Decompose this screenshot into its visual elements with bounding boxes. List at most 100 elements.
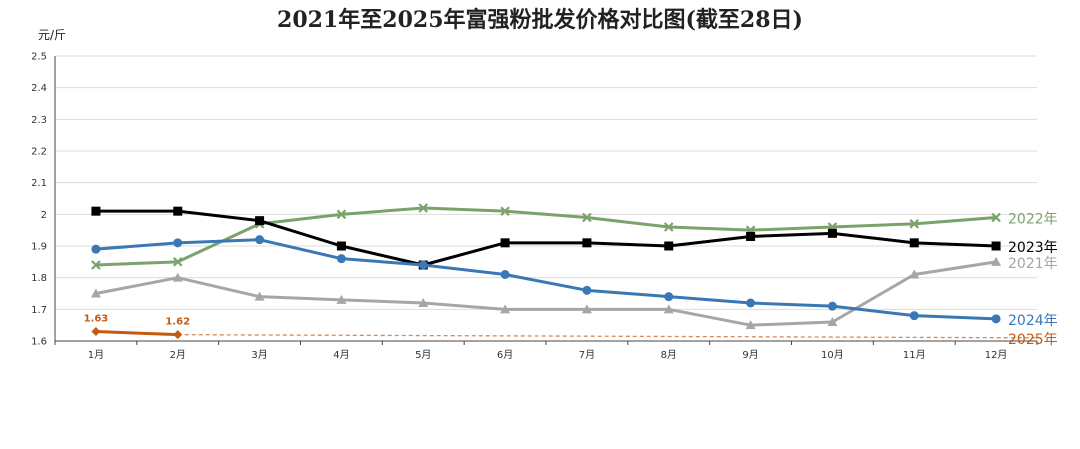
data-point	[500, 206, 510, 216]
data-point-stroke	[500, 206, 510, 216]
data-label: 1.63	[84, 314, 109, 325]
data-point	[991, 241, 1001, 251]
data-point	[336, 241, 346, 251]
x-tick-label: 1月	[88, 349, 104, 361]
series-line	[95, 209, 997, 267]
chart-title: 2021年至2025年富强粉批发价格对比图(截至28日)	[277, 7, 803, 33]
series-label: 2023年	[1008, 240, 1058, 256]
series-2021年	[90, 256, 1002, 330]
data-point	[581, 304, 592, 314]
series-line	[95, 206, 997, 267]
data-point	[582, 238, 592, 248]
data-point	[827, 317, 838, 326]
data-point	[664, 292, 674, 302]
series-label: 2025年	[1008, 332, 1058, 348]
data-point	[991, 314, 1001, 324]
data-point	[500, 238, 510, 248]
data-point	[909, 238, 919, 248]
data-point	[745, 320, 756, 330]
x-tick-label: 4月	[333, 349, 349, 361]
x-tick-label: 7月	[579, 349, 595, 361]
y-tick-label: 1.9	[31, 242, 47, 253]
data-point	[336, 254, 346, 264]
x-tick-label: 11月	[903, 349, 926, 361]
data-point	[663, 304, 674, 314]
x-tick-label: 12月	[985, 349, 1008, 361]
data-point	[418, 298, 429, 307]
y-tick-label: 2.1	[31, 178, 47, 189]
data-point	[418, 203, 429, 213]
data-point	[582, 212, 592, 223]
gridlines	[55, 55, 1037, 310]
data-point-stroke	[663, 222, 674, 232]
data-point	[746, 298, 756, 308]
data-point	[172, 257, 183, 267]
data-point	[90, 288, 101, 298]
data-point-stroke	[336, 209, 347, 220]
data-point	[255, 216, 265, 226]
data-point	[172, 272, 183, 282]
x-tick-label: 6月	[497, 349, 513, 361]
series-2025年	[91, 327, 1038, 340]
series-label: 2024年	[1008, 313, 1058, 329]
data-point	[173, 238, 183, 248]
data-point	[336, 209, 347, 220]
data-point	[500, 270, 510, 279]
data-point	[991, 256, 1002, 266]
data-point	[582, 285, 592, 295]
data-point-stroke	[172, 257, 183, 267]
data-point-stroke	[418, 203, 429, 213]
series-label: 2021年	[1008, 256, 1058, 272]
x-tick-label: 8月	[661, 349, 677, 361]
y-tick-label: 1.6	[31, 337, 47, 348]
data-point	[500, 304, 511, 314]
data-point-stroke	[91, 260, 101, 270]
y-tick-label: 1.7	[31, 305, 47, 316]
y-tick-label: 2.3	[31, 115, 47, 126]
data-point	[746, 232, 756, 241]
data-point-stroke	[909, 219, 920, 229]
data-point	[663, 222, 674, 232]
data-point	[255, 235, 265, 245]
data-point	[91, 244, 101, 254]
y-tick-label: 2	[41, 210, 47, 221]
data-point	[664, 241, 674, 251]
data-label: 1.62	[165, 317, 190, 328]
data-point	[91, 206, 101, 216]
data-point	[254, 291, 265, 301]
x-tick-label: 9月	[742, 349, 758, 361]
data-point	[336, 294, 347, 304]
series-2024年	[91, 235, 1001, 324]
axes: 1.6 1.7 1.8 1.9 2 2.1 2.2 2.3 2.4 2.5 元/斤 1月 2月 3月 4月 5…	[31, 28, 1038, 361]
labels-layer: 2021年 2022年 2023年 2024年 1.63 1.62 2025年	[84, 212, 1058, 348]
series-line	[95, 238, 997, 321]
data-point	[909, 269, 920, 279]
data-point-stroke	[582, 212, 592, 223]
y-tick-label: 2.5	[31, 52, 47, 63]
data-point	[91, 260, 101, 270]
data-point-stroke	[991, 212, 1001, 223]
data-point	[909, 219, 920, 229]
y-tick-label: 1.8	[31, 273, 47, 284]
series-2023年	[91, 206, 1001, 270]
x-tick-label: 10月	[821, 349, 844, 361]
x-tick-label: 5月	[415, 349, 431, 361]
y-tick-label: 2.4	[31, 83, 47, 94]
data-point	[173, 206, 183, 216]
x-tick-label: 3月	[251, 349, 267, 361]
series-label: 2022年	[1008, 212, 1058, 228]
data-point	[991, 212, 1001, 223]
series-line	[95, 260, 997, 327]
data-point	[827, 301, 837, 311]
y-tick-label: 2.2	[31, 147, 47, 158]
trend-line	[177, 334, 1038, 339]
data-point	[827, 228, 837, 238]
series-line	[95, 330, 178, 337]
series-layer	[90, 203, 1038, 340]
y-axis-unit: 元/斤	[38, 28, 66, 42]
data-point	[909, 311, 919, 321]
x-tick-label: 2月	[170, 349, 186, 361]
data-point	[91, 327, 101, 336]
data-point	[418, 260, 428, 270]
